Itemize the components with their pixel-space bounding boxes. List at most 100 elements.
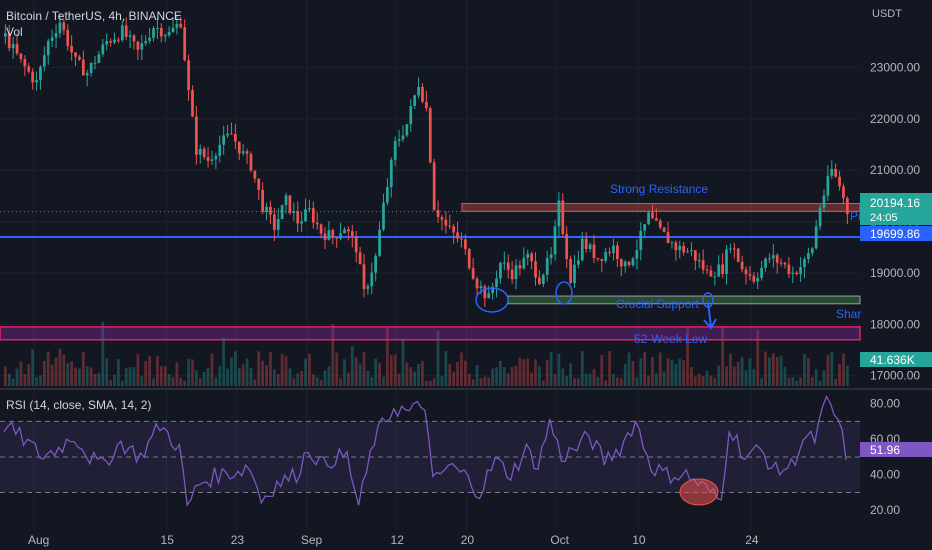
volume-badge: [860, 352, 932, 367]
candle-body: [643, 224, 647, 231]
volume-bar: [206, 367, 210, 386]
candle-body: [257, 178, 261, 190]
candle-body: [42, 55, 46, 67]
volume-bar: [545, 359, 549, 386]
candle-body: [23, 58, 27, 67]
rsi-oversold-ellipse: [679, 478, 719, 506]
candle-body: [152, 28, 155, 38]
volume-bar: [643, 351, 647, 386]
volume-bar: [97, 372, 101, 386]
candle-body: [768, 258, 771, 260]
candle-body: [732, 248, 736, 250]
annotation-layer: [475, 281, 717, 330]
crucial-support-label: Crucial Support: [616, 297, 699, 311]
candle-body: [635, 250, 639, 259]
candle-body: [639, 230, 643, 251]
volume-bar: [183, 380, 187, 386]
candle-body: [230, 133, 233, 135]
volume-bar: [604, 380, 608, 386]
candle-body: [787, 264, 791, 274]
candle-body: [456, 232, 459, 239]
volume-bar: [362, 352, 366, 386]
volume-bar: [818, 380, 822, 386]
volume-bar: [292, 378, 296, 386]
volume-bar: [553, 374, 557, 386]
candle-body: [378, 229, 381, 256]
candle-body: [764, 258, 767, 268]
candle-body: [670, 242, 674, 244]
candle-body: [374, 255, 378, 273]
candle-body: [658, 220, 662, 228]
candle-body: [557, 200, 561, 227]
candle-body: [382, 202, 385, 230]
volume-bar: [171, 376, 175, 386]
volume-bar: [42, 360, 46, 386]
volume-bar: [584, 373, 588, 386]
candle-body: [491, 286, 494, 294]
volume-bar: [838, 363, 841, 386]
candle-body: [62, 22, 66, 30]
volume-bar: [163, 366, 167, 386]
volume-bar: [230, 357, 233, 386]
volume-bar: [276, 374, 280, 386]
candle-body: [74, 52, 77, 57]
candle-body: [736, 248, 740, 262]
volume-bar: [721, 325, 724, 386]
volume-bar: [339, 378, 342, 386]
candle-body: [4, 33, 7, 37]
volume-bar: [631, 361, 635, 386]
volume-bar: [323, 370, 327, 386]
volume-bar: [810, 377, 814, 386]
candle-body: [35, 80, 38, 83]
candle-body: [202, 148, 206, 157]
volume-bar: [175, 362, 179, 386]
candle-body: [214, 155, 218, 160]
volume-bar: [690, 366, 693, 386]
volume-bar: [401, 340, 405, 386]
candle-body: [249, 153, 253, 171]
volume-bar: [117, 358, 120, 386]
volume-bar: [89, 367, 93, 386]
volume-bar: [167, 374, 171, 386]
volume-bar: [405, 362, 409, 386]
candle-body: [779, 262, 783, 264]
candle-body: [553, 226, 557, 255]
candle-body: [171, 27, 175, 32]
price-tick-label: 19000.00: [870, 266, 920, 280]
volume-bar: [732, 366, 736, 386]
candle-body: [647, 212, 650, 225]
candle-body: [222, 135, 226, 145]
candle-body: [323, 233, 327, 240]
candle-body: [19, 53, 23, 59]
candle-body: [117, 39, 120, 41]
volume-bar: [538, 366, 541, 386]
volume-bar: [826, 354, 830, 386]
candle-body: [39, 66, 42, 81]
candle-body: [109, 41, 112, 43]
candle-body: [89, 63, 93, 73]
rsi-panel[interactable]: [0, 395, 860, 507]
volume-bar: [358, 363, 362, 386]
candle-body: [397, 139, 401, 142]
volume-bar: [101, 321, 105, 386]
candle-body: [315, 222, 319, 225]
volume-bar: [697, 373, 701, 386]
volume-bar: [413, 371, 417, 386]
price-candles[interactable]: [4, 13, 849, 308]
volume-bar: [31, 349, 35, 386]
volume-bar: [502, 367, 506, 386]
volume-bar: [460, 352, 463, 386]
candle-body: [545, 258, 549, 275]
candle-body: [495, 278, 498, 287]
candle-body: [565, 234, 569, 260]
candle-body: [538, 277, 541, 285]
volume-label: Vol: [6, 25, 23, 39]
time-tick-label: Oct: [550, 533, 569, 547]
candle-body: [697, 260, 701, 262]
volume-bar: [557, 353, 561, 386]
volume-bar: [491, 368, 494, 386]
candle-body: [534, 261, 537, 278]
volume-bar: [444, 351, 448, 386]
